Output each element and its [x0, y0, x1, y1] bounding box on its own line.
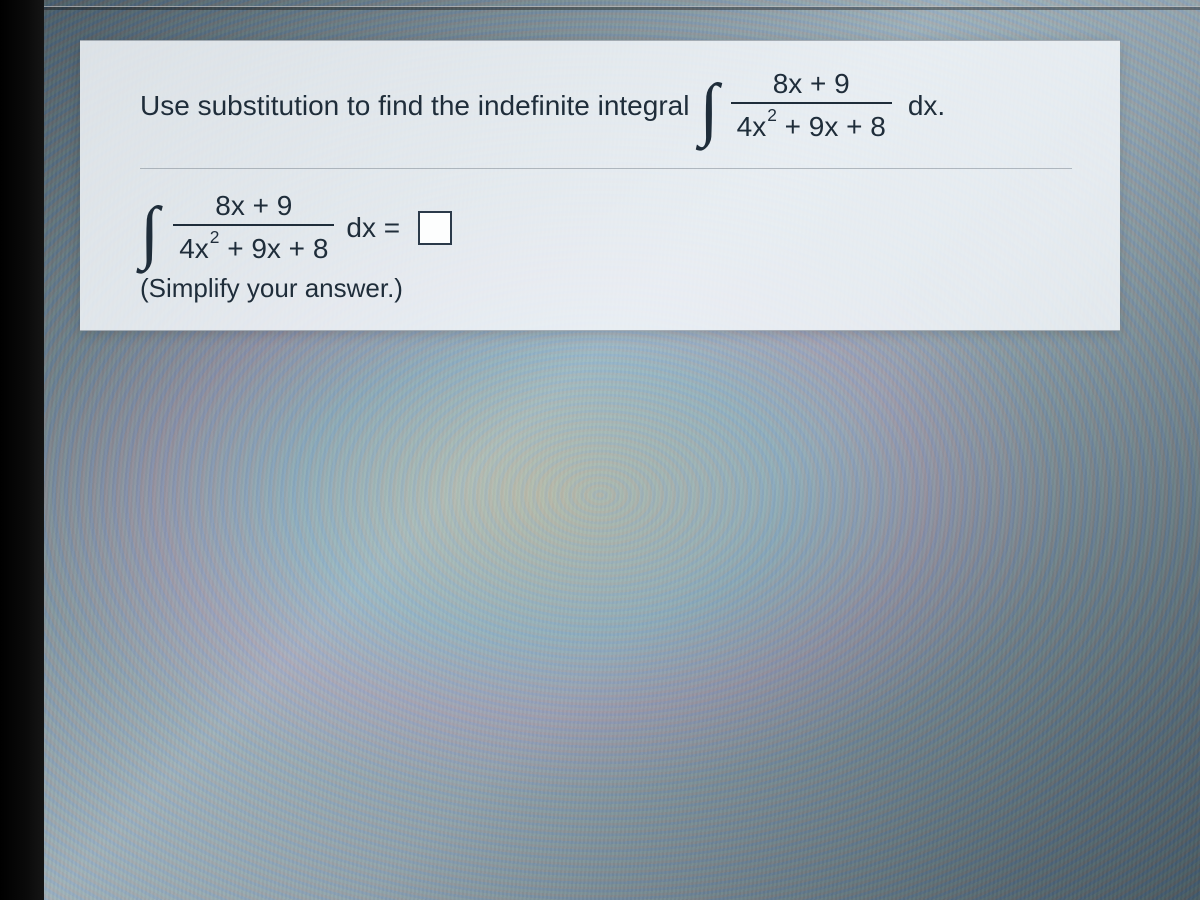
- equals-text: dx =: [346, 212, 400, 244]
- integrand-fraction-answer: 8x + 9 4x2 + 9x + 8: [173, 191, 334, 264]
- problem-prompt-row: Use substitution to find the indefinite …: [140, 69, 1072, 169]
- fraction-denominator: 4x2 + 9x + 8: [173, 224, 334, 265]
- trailing-period: .: [937, 90, 945, 121]
- integrand-fraction: 8x + 9 4x2 + 9x + 8: [731, 69, 892, 142]
- differential: dx.: [908, 90, 945, 122]
- fraction-numerator: 8x + 9: [767, 69, 856, 102]
- denominator-base: 4x: [179, 233, 209, 264]
- denominator-exponent: 2: [210, 227, 220, 247]
- fraction-denominator: 4x2 + 9x + 8: [731, 102, 892, 143]
- monitor-bezel-left: [0, 0, 44, 900]
- integral-sign-icon: ∫: [699, 85, 718, 134]
- simplify-hint: (Simplify your answer.): [140, 273, 1072, 304]
- prompt-text: Use substitution to find the indefinite …: [140, 90, 689, 122]
- denominator-rest: + 9x + 8: [219, 233, 328, 264]
- denominator-rest: + 9x + 8: [777, 111, 886, 142]
- fraction-numerator: 8x + 9: [209, 191, 298, 224]
- answer-input-box[interactable]: [418, 211, 452, 245]
- denominator-exponent: 2: [767, 105, 777, 125]
- differential-text: dx: [908, 90, 938, 121]
- integral-sign-icon: ∫: [140, 208, 159, 257]
- problem-card: Use substitution to find the indefinite …: [80, 40, 1120, 331]
- page-top-rule: [44, 6, 1200, 10]
- answer-row: ∫ 8x + 9 4x2 + 9x + 8 dx =: [140, 169, 1072, 264]
- denominator-base: 4x: [737, 111, 767, 142]
